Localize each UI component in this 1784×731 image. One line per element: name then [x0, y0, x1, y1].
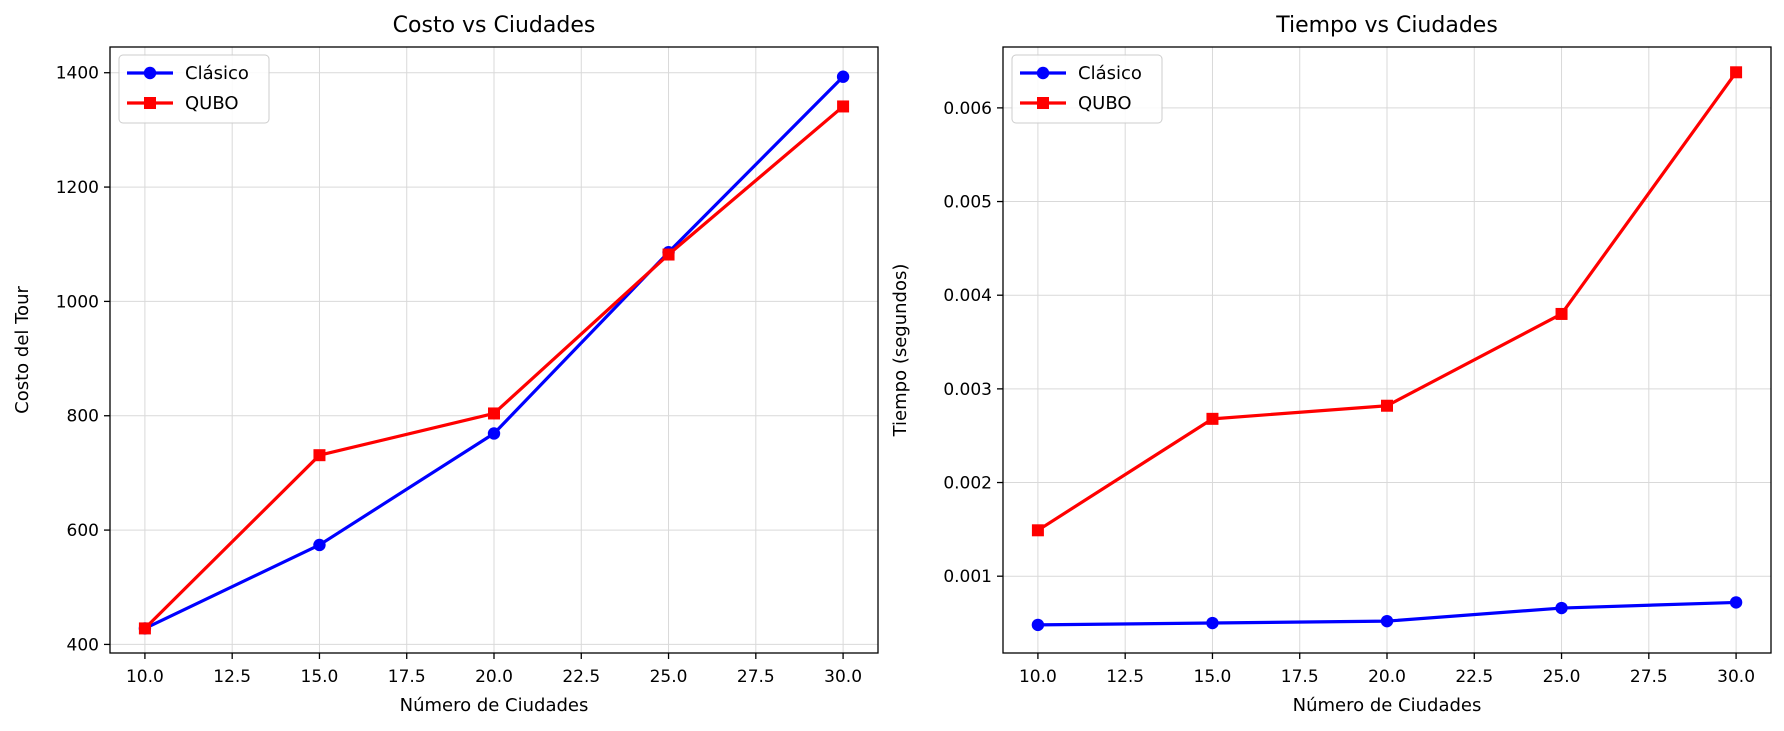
x-tick-label: 10.0	[1019, 667, 1057, 687]
x-tick-label: 25.0	[1543, 667, 1581, 687]
y-tick-label: 1400	[56, 64, 99, 84]
y-tick-label: 0.002	[943, 474, 992, 494]
y-axis-label: Costo del Tour	[12, 286, 33, 414]
x-tick-label: 25.0	[650, 667, 688, 687]
legend-label: QUBO	[185, 93, 239, 114]
data-point-qubo	[1730, 66, 1743, 79]
x-tick-label: 10.0	[126, 667, 164, 687]
x-axis-label: Número de Ciudades	[1293, 695, 1482, 716]
x-tick-label: 27.5	[1630, 667, 1668, 687]
y-tick-label: 1000	[56, 292, 99, 312]
y-tick-label: 1200	[56, 178, 99, 198]
data-point-clasico	[1206, 616, 1219, 630]
x-tick-label: 20.0	[1368, 667, 1406, 687]
y-tick-label: 800	[67, 407, 99, 427]
x-axis-label: Número de Ciudades	[400, 695, 589, 716]
legend-marker-square	[144, 97, 156, 109]
data-point-qubo	[1206, 412, 1219, 425]
data-point-clasico	[1380, 614, 1394, 628]
y-tick-label: 0.005	[943, 193, 992, 213]
x-tick-label: 22.5	[562, 667, 600, 687]
data-point-qubo	[1381, 399, 1393, 412]
y-tick-label: 600	[67, 521, 99, 541]
x-tick-label: 15.0	[301, 667, 339, 687]
chart-panel-2: 10.0 12.5 15.0 17.5 20.0 22.5 25.0 27.5 30.0 0.00…	[890, 13, 1772, 716]
x-tick-label: 17.5	[1281, 667, 1319, 687]
x-tick-label: 20.0	[475, 667, 513, 687]
data-point-qubo	[313, 449, 326, 462]
y-axis-label: Tiempo (segundos)	[890, 264, 911, 438]
chart-panel-1: 10.0 12.5 15.0 17.5 20.0 22.5 25.0 27.5 30.0 400 6…	[12, 13, 879, 716]
y-tick-label: 0.001	[943, 567, 992, 587]
legend-label: Clásico	[185, 63, 249, 84]
data-point-qubo	[837, 100, 850, 113]
chart-title: Tiempo vs Ciudades	[1275, 13, 1498, 38]
x-tick-label: 30.0	[824, 667, 862, 687]
x-tick-label: 22.5	[1455, 667, 1493, 687]
legend: Clásico QUBO	[118, 54, 270, 124]
data-point-qubo	[1031, 524, 1044, 537]
plot-frame	[109, 46, 879, 654]
data-point-clasico	[1031, 618, 1045, 632]
legend-marker-square	[1037, 97, 1049, 109]
legend-marker-circle	[143, 66, 157, 80]
data-point-clasico	[313, 538, 326, 552]
y-tick-label: 0.003	[943, 380, 992, 400]
data-point-qubo	[662, 248, 675, 261]
legend-marker-circle	[1036, 66, 1050, 80]
y-tick-label: 400	[67, 635, 99, 655]
y-tick-label: 0.004	[943, 286, 992, 306]
x-tick-label: 15.0	[1194, 667, 1232, 687]
legend-label: Clásico	[1078, 63, 1142, 84]
x-tick-label: 12.5	[1106, 667, 1144, 687]
legend: Clásico QUBO	[1011, 54, 1163, 124]
y-tick-label: 0.006	[943, 99, 992, 119]
x-tick-label: 30.0	[1717, 667, 1755, 687]
x-tick-label: 12.5	[213, 667, 251, 687]
legend-label: QUBO	[1078, 93, 1132, 114]
chart-title: Costo vs Ciudades	[393, 13, 596, 38]
data-point-clasico	[1729, 596, 1743, 609]
data-point-qubo	[488, 407, 500, 420]
data-point-clasico	[836, 70, 850, 83]
data-point-qubo	[138, 622, 151, 635]
data-point-clasico	[1555, 601, 1568, 615]
data-point-clasico	[487, 427, 501, 440]
x-tick-label: 17.5	[388, 667, 426, 687]
x-tick-label: 27.5	[737, 667, 775, 687]
data-point-qubo	[1555, 307, 1568, 320]
plot-frame	[1002, 46, 1772, 654]
